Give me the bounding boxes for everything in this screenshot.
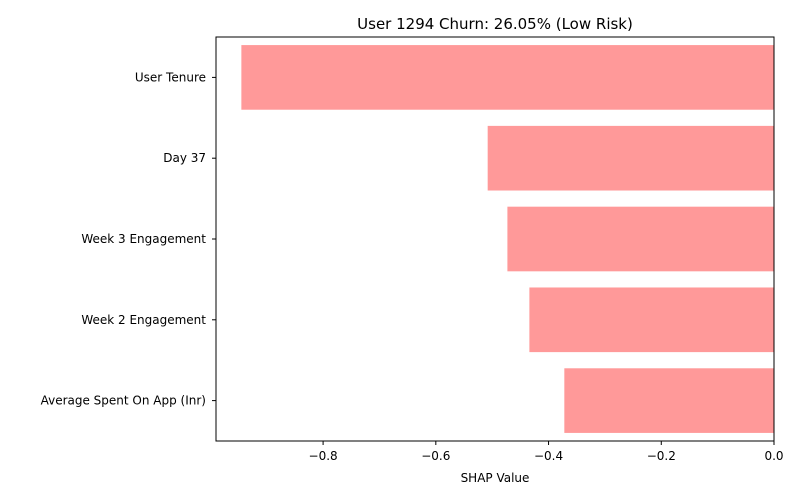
chart-title: User 1294 Churn: 26.05% (Low Risk) [357, 15, 633, 33]
bar-week-2-engagement [529, 287, 774, 353]
bars-group [241, 45, 774, 433]
bar-day-37 [487, 125, 774, 191]
y-tick-label: Day 37 [163, 151, 206, 165]
plot-frame [215, 36, 775, 442]
bar-average-spent-on-app-inr [564, 368, 774, 433]
y-tick-label: Week 2 Engagement [81, 313, 206, 327]
x-axis-label: SHAP Value [461, 471, 530, 485]
x-tick-label: 0.0 [764, 449, 783, 463]
bar-week-3-engagement [507, 206, 774, 272]
y-axis-ticks: User Tenure Day 37 Week 3 Engagement Week 2… [41, 70, 216, 408]
y-tick-label: User Tenure [135, 70, 206, 84]
bar-user-tenure [241, 45, 774, 110]
x-tick-label: −0.4 [534, 449, 563, 463]
x-tick-label: −0.6 [421, 449, 450, 463]
x-axis-ticks: −0.8 −0.6 −0.4 −0.2 0.0 [309, 441, 784, 463]
x-tick-label: −0.2 [647, 449, 676, 463]
x-tick-label: −0.8 [309, 449, 338, 463]
y-tick-label: Average Spent On App (Inr) [41, 394, 206, 408]
y-tick-label: Week 3 Engagement [81, 232, 206, 246]
